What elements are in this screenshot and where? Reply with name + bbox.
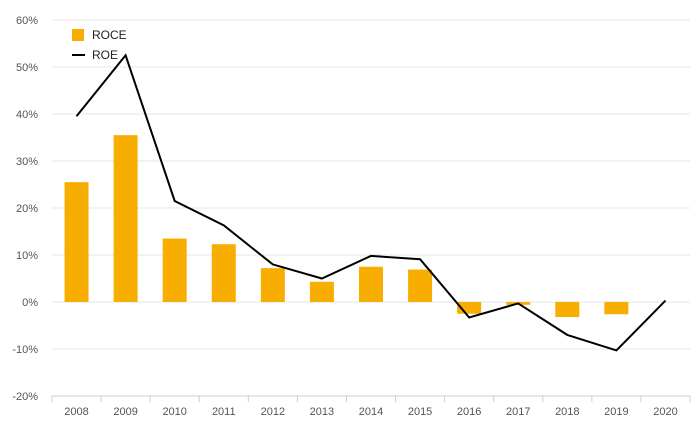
roce-bar bbox=[162, 238, 187, 302]
y-tick-label: -10% bbox=[12, 344, 38, 356]
y-tick-label: 0% bbox=[22, 297, 38, 309]
x-tick-label: 2009 bbox=[113, 406, 137, 418]
x-tick-label: 2014 bbox=[359, 406, 383, 418]
y-tick-label: 30% bbox=[16, 156, 38, 168]
y-tick-label: -20% bbox=[12, 391, 38, 403]
y-tick-label: 10% bbox=[16, 250, 38, 262]
x-tick-label: 2008 bbox=[64, 406, 88, 418]
bar-layer bbox=[64, 135, 629, 318]
roce-bar bbox=[309, 281, 334, 302]
legend: ROCE ROE bbox=[72, 28, 127, 62]
x-tick-label: 2011 bbox=[212, 406, 236, 418]
legend-label-roce: ROCE bbox=[92, 28, 127, 42]
roce-bar bbox=[359, 266, 383, 302]
y-tick-label: 60% bbox=[16, 15, 38, 27]
axis-layer: 60% 50% 40% 30% 20% 10% 0% -10% -20% 2008 2009 2010… bbox=[12, 15, 691, 418]
x-tick-label: 2019 bbox=[604, 406, 628, 418]
x-tick-label: 2015 bbox=[408, 406, 432, 418]
roce-bar bbox=[457, 302, 482, 314]
y-tick-label: 50% bbox=[16, 62, 38, 74]
x-tick-label: 2016 bbox=[457, 406, 481, 418]
roce-bar bbox=[260, 268, 285, 302]
roce-bar bbox=[211, 244, 236, 302]
y-tick-label: 20% bbox=[16, 203, 38, 215]
x-tick-label: 2018 bbox=[555, 406, 579, 418]
legend-swatch-roce bbox=[72, 29, 84, 41]
x-tick-label: 2020 bbox=[653, 406, 677, 418]
x-tick-label: 2012 bbox=[261, 406, 285, 418]
roce-bar bbox=[604, 302, 629, 315]
roce-bar bbox=[64, 182, 89, 302]
roce-bar bbox=[113, 135, 138, 302]
line-layer bbox=[75, 53, 667, 352]
y-tick-label: 40% bbox=[16, 109, 38, 121]
roce-bar bbox=[555, 302, 580, 318]
x-tick-label: 2010 bbox=[162, 406, 186, 418]
roce-bar bbox=[408, 269, 433, 302]
roe-line bbox=[75, 53, 667, 352]
legend-label-roe: ROE bbox=[92, 48, 118, 62]
x-tick-label: 2017 bbox=[506, 406, 530, 418]
x-tick-label: 2013 bbox=[310, 406, 334, 418]
